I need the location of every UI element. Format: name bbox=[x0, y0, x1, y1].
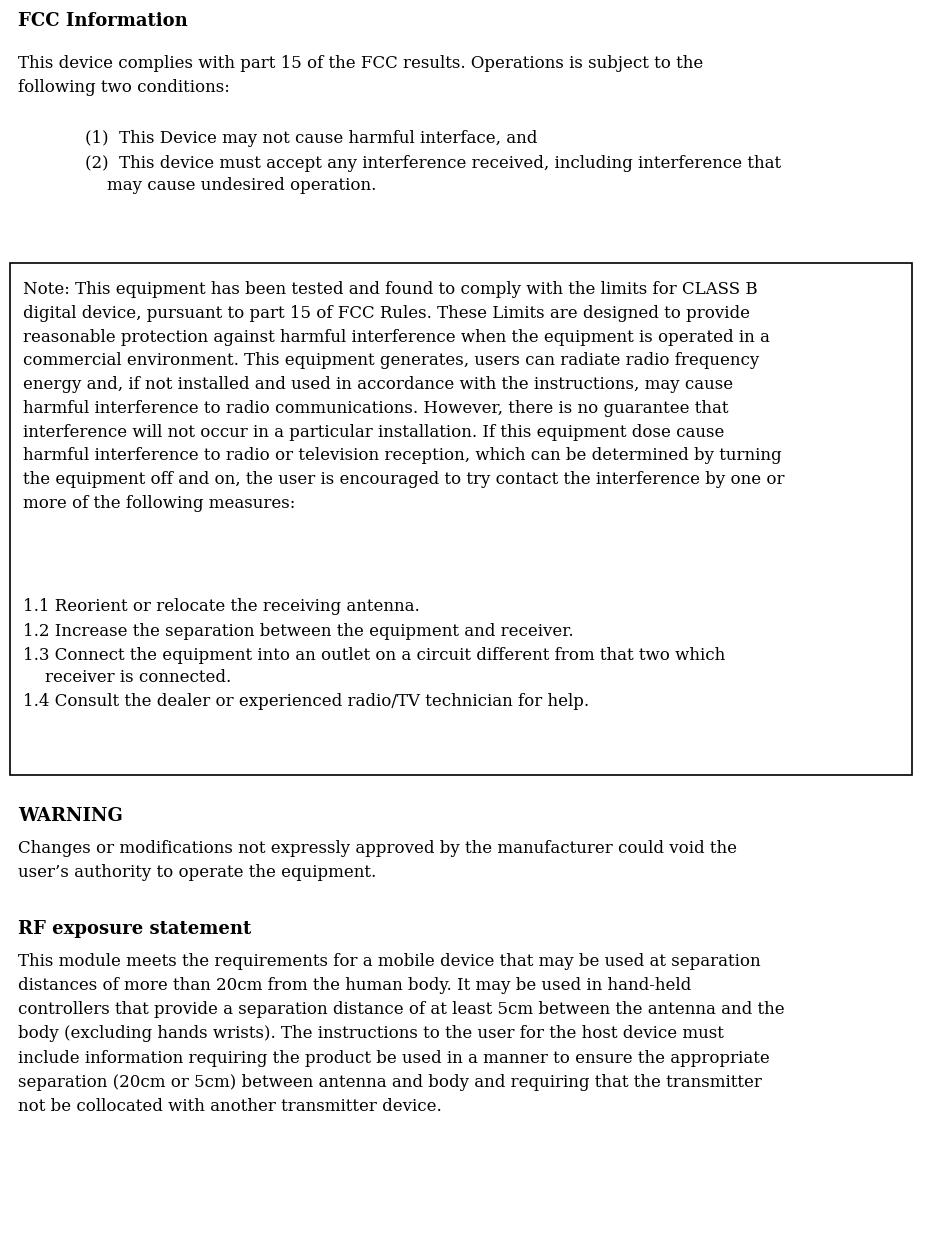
Text: RF exposure statement: RF exposure statement bbox=[18, 920, 252, 938]
Text: This module meets the requirements for a mobile device that may be used at separ: This module meets the requirements for a… bbox=[18, 953, 784, 1115]
Text: FCC Information: FCC Information bbox=[18, 13, 188, 30]
Text: This device complies with part 15 of the FCC results. Operations is subject to t: This device complies with part 15 of the… bbox=[18, 55, 703, 96]
Text: 1.1 Reorient or relocate the receiving antenna.: 1.1 Reorient or relocate the receiving a… bbox=[23, 598, 420, 614]
Text: (2)  This device must accept any interference received, including interference t: (2) This device must accept any interfer… bbox=[85, 155, 781, 172]
Text: 1.3 Connect the equipment into an outlet on a circuit different from that two wh: 1.3 Connect the equipment into an outlet… bbox=[23, 647, 725, 665]
Text: Changes or modifications not expressly approved by the manufacturer could void t: Changes or modifications not expressly a… bbox=[18, 840, 737, 881]
Text: Note: This equipment has been tested and found to comply with the limits for CLA: Note: This equipment has been tested and… bbox=[23, 281, 784, 512]
Text: 1.4 Consult the dealer or experienced radio/TV technician for help.: 1.4 Consult the dealer or experienced ra… bbox=[23, 694, 589, 710]
Text: 1.2 Increase the separation between the equipment and receiver.: 1.2 Increase the separation between the … bbox=[23, 622, 574, 640]
Text: WARNING: WARNING bbox=[18, 807, 123, 825]
Text: may cause undesired operation.: may cause undesired operation. bbox=[107, 176, 376, 194]
Bar bbox=[10, 263, 912, 776]
Text: receiver is connected.: receiver is connected. bbox=[45, 669, 231, 686]
Text: (1)  This Device may not cause harmful interface, and: (1) This Device may not cause harmful in… bbox=[85, 130, 537, 147]
